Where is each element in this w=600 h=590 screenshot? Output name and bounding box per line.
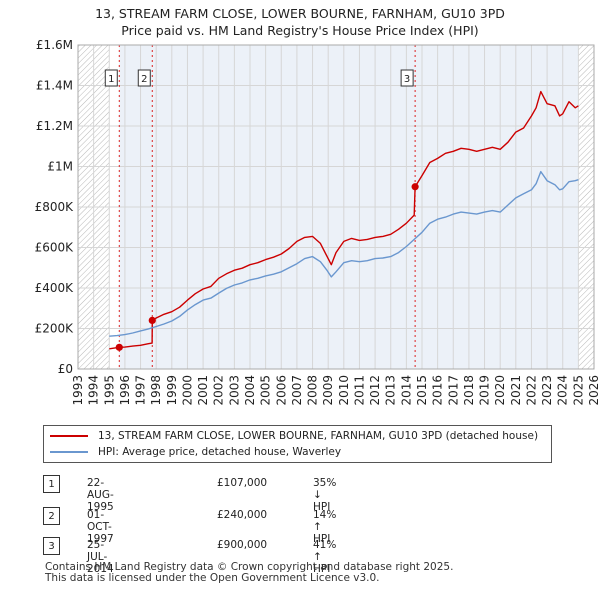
x-tick-label: 2001 xyxy=(196,375,210,406)
x-tick-label: 1999 xyxy=(165,375,179,406)
sale-point xyxy=(148,316,156,324)
x-tick-label: 2007 xyxy=(290,375,304,406)
x-tick-label: 2018 xyxy=(462,375,476,406)
transaction-marker-label: 2 xyxy=(141,74,147,85)
x-tick-label: 2015 xyxy=(415,375,429,406)
legend-label-hpi: HPI: Average price, detached house, Wave… xyxy=(98,446,342,458)
x-tick-label: 1995 xyxy=(102,375,116,406)
x-tick-label: 2000 xyxy=(180,375,194,406)
transaction-date: 25-JUL-2014 xyxy=(87,539,114,575)
x-tick-label: 2023 xyxy=(540,375,554,406)
x-tick-label: 2024 xyxy=(556,375,570,406)
transaction-marker-label: 3 xyxy=(404,74,410,85)
transaction-marker-box xyxy=(137,69,151,87)
footer-license: This data is licensed under the Open Gov… xyxy=(45,572,380,584)
y-tick-label: £1.6M xyxy=(36,38,73,52)
y-tick-label: £1.2M xyxy=(36,119,73,133)
y-tick-label: £0 xyxy=(58,362,73,376)
legend-swatch-hpi xyxy=(50,451,88,453)
chart-legend: 13, STREAM FARM CLOSE, LOWER BOURNE, FAR… xyxy=(43,425,552,463)
x-tick-label: 2020 xyxy=(493,375,507,406)
x-tick-label: 1997 xyxy=(134,375,148,406)
x-tick-label: 2022 xyxy=(524,375,538,406)
transaction-badge: 3 xyxy=(43,537,60,555)
transaction-hpi-change: 41% ↑ HPI xyxy=(313,539,337,575)
price-chart: 1 2 3 £0 £200K £400K £600K £800K £1M £1.2M £1.4M £1… xyxy=(35,38,600,406)
transaction-date: 22-AUG-1995 xyxy=(87,477,114,513)
plot-frame xyxy=(77,44,595,370)
x-tick-label: 2016 xyxy=(431,375,445,406)
legend-item-property: 13, STREAM FARM CLOSE, LOWER BOURNE, FAR… xyxy=(50,428,538,444)
y-tick-label: £400K xyxy=(35,281,75,295)
property-price-line xyxy=(109,90,579,350)
x-tick-label: 2008 xyxy=(306,375,320,406)
x-tick-label: 2017 xyxy=(446,375,460,406)
transaction-badge: 1 xyxy=(43,475,60,493)
footer-copyright: Contains HM Land Registry data © Crown c… xyxy=(45,561,454,573)
x-tick-label: 2010 xyxy=(337,375,351,406)
x-tick-label: 2026 xyxy=(587,375,600,406)
x-tick-label: 2009 xyxy=(321,375,335,406)
x-tick-label: 2002 xyxy=(212,375,226,406)
x-tick-label: 2012 xyxy=(368,375,382,406)
sale-point xyxy=(411,183,419,191)
x-tick-label: 2004 xyxy=(243,375,257,406)
transaction-price: £900,000 xyxy=(217,539,268,551)
transaction-hpi-change: 35% ↓ HPI xyxy=(313,477,337,513)
x-tick-label: 2011 xyxy=(352,375,366,406)
legend-item-hpi: HPI: Average price, detached house, Wave… xyxy=(50,444,341,460)
x-tick-label: 2014 xyxy=(399,375,413,406)
x-tick-label: 2019 xyxy=(478,375,492,406)
x-tick-label: 2006 xyxy=(274,375,288,406)
x-tick-label: 1996 xyxy=(118,375,132,406)
chart-title-line1: 13, STREAM FARM CLOSE, LOWER BOURNE, FAR… xyxy=(95,6,505,21)
y-tick-label: £600K xyxy=(35,241,75,255)
x-tick-label: 1994 xyxy=(87,375,101,406)
x-tick-label: 2013 xyxy=(384,375,398,406)
transaction-hpi-change: 14% ↑ HPI xyxy=(313,509,337,545)
legend-label-property: 13, STREAM FARM CLOSE, LOWER BOURNE, FAR… xyxy=(98,430,539,442)
x-tick-label: 2005 xyxy=(259,375,273,406)
transaction-badge: 2 xyxy=(43,507,60,525)
x-tick-label: 2025 xyxy=(571,375,585,406)
chart-title-line2: Price paid vs. HM Land Registry's House … xyxy=(121,23,479,38)
x-tick-label: 2003 xyxy=(227,375,241,406)
hpi-line xyxy=(109,170,579,337)
x-tick-label: 1998 xyxy=(149,375,163,406)
transaction-marker-label: 1 xyxy=(108,74,114,85)
transaction-marker-box xyxy=(400,69,414,87)
x-tick-label: 1993 xyxy=(71,375,85,406)
y-tick-label: £200K xyxy=(35,322,75,336)
legend-swatch-property xyxy=(50,435,88,437)
transaction-date: 01-OCT-1997 xyxy=(87,509,114,545)
y-tick-label: £1.4M xyxy=(36,79,73,93)
transaction-price: £107,000 xyxy=(217,477,268,489)
transaction-marker-box xyxy=(104,69,118,87)
x-tick-label: 2021 xyxy=(509,375,523,406)
y-tick-label: £1M xyxy=(47,160,73,174)
y-tick-label: £800K xyxy=(35,200,75,214)
transaction-price: £240,000 xyxy=(217,509,268,521)
sale-point xyxy=(115,343,123,351)
